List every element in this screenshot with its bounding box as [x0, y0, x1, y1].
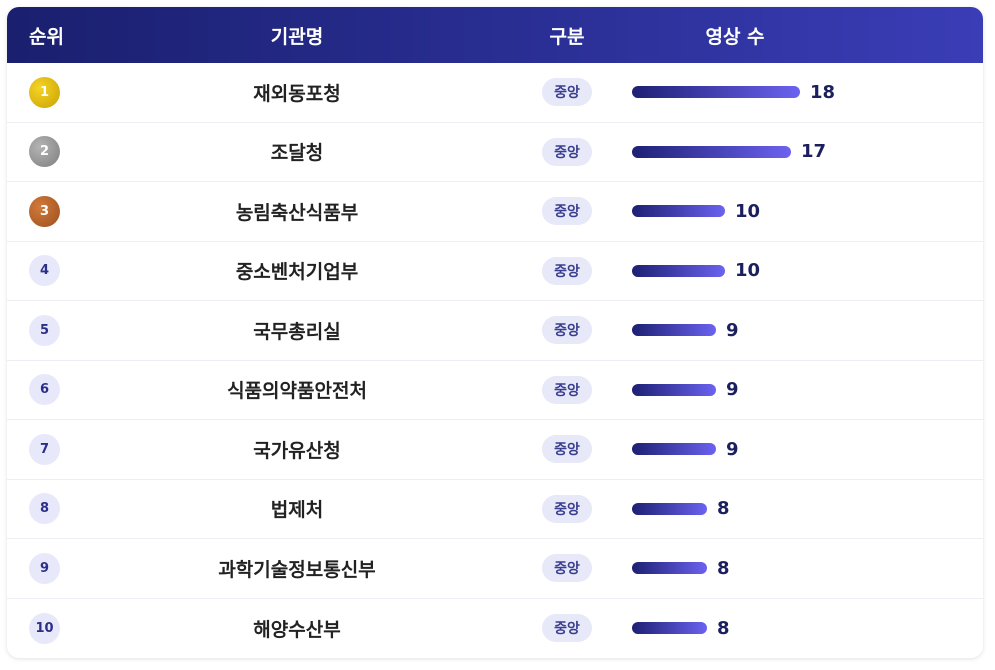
count-bar: [632, 502, 707, 515]
count-bar: [632, 562, 707, 575]
rank-cell: 7: [7, 433, 87, 465]
table-row[interactable]: 8 법제처 중앙 8: [7, 480, 983, 539]
rank-cell: 4: [7, 255, 87, 287]
table-row[interactable]: 2 조달청 중앙 17: [7, 123, 983, 182]
count-cell: 9: [627, 439, 983, 460]
type-badge: 중앙: [542, 197, 592, 226]
type-cell: 중앙: [507, 78, 627, 107]
header-org: 기관명: [270, 25, 324, 48]
count-cell: 10: [627, 260, 983, 281]
count-value: 8: [717, 557, 730, 579]
table-row[interactable]: 5 국무총리실 중앙 9: [7, 301, 983, 361]
count-value: 9: [726, 438, 739, 460]
type-cell: 중앙: [507, 494, 627, 523]
count-bar: [632, 264, 725, 277]
type-cell: 중앙: [507, 197, 627, 226]
count-value: 17: [801, 141, 827, 163]
rank-cell: 8: [7, 493, 87, 525]
rank-badge: 6: [29, 374, 60, 406]
count-value: 8: [717, 498, 730, 520]
rank-badge: 9: [29, 552, 60, 584]
count-bar: [632, 443, 716, 456]
ranking-table: 순위 기관명 구분 영상 수 1 재외동포청 중앙 18 2 조달청 중앙 17 3 농림축산식품…: [7, 7, 983, 658]
count-cell: 9: [627, 379, 983, 400]
count-cell: 8: [627, 618, 983, 639]
type-cell: 중앙: [507, 554, 627, 583]
org-name: 해양수산부: [253, 618, 341, 641]
count-cell: 10: [627, 201, 983, 222]
table-row[interactable]: 6 식품의약품안전처 중앙 9: [7, 361, 983, 420]
org-name: 농림축산식품부: [235, 201, 359, 224]
rank-cell: 3: [7, 195, 87, 227]
rank-cell: 9: [7, 552, 87, 584]
rank-cell: 6: [7, 374, 87, 406]
type-badge: 중앙: [542, 375, 592, 404]
bronze-medal-icon: 3: [29, 195, 60, 227]
count-cell: 9: [627, 320, 983, 341]
header-type: 구분: [549, 25, 585, 48]
count-bar: [632, 205, 725, 218]
count-value: 9: [726, 379, 739, 401]
rank-badge: 7: [29, 433, 60, 465]
type-badge: 중앙: [542, 256, 592, 285]
count-value: 8: [717, 617, 730, 639]
type-badge: 중앙: [542, 435, 592, 464]
type-badge: 중앙: [542, 316, 592, 345]
rank-cell: 10: [7, 612, 87, 644]
type-badge: 중앙: [542, 137, 592, 166]
table-row[interactable]: 7 국가유산청 중앙 9: [7, 420, 983, 480]
rank-badge: 8: [29, 493, 60, 525]
count-value: 9: [726, 319, 739, 341]
table-row[interactable]: 10 해양수산부 중앙 8: [7, 599, 983, 659]
count-bar: [632, 622, 707, 635]
header-count: 영상 수: [705, 25, 765, 48]
org-name: 국가유산청: [253, 439, 341, 462]
count-cell: 17: [627, 141, 983, 162]
count-value: 10: [735, 200, 761, 222]
table-row[interactable]: 9 과학기술정보통신부 중앙 8: [7, 539, 983, 599]
count-bar: [632, 383, 716, 396]
type-cell: 중앙: [507, 375, 627, 404]
type-cell: 중앙: [507, 435, 627, 464]
count-bar: [632, 86, 800, 99]
type-cell: 중앙: [507, 137, 627, 166]
type-badge: 중앙: [542, 554, 592, 583]
count-value: 18: [810, 81, 836, 103]
rank-badge: 4: [29, 255, 60, 287]
rank-badge: 5: [29, 314, 60, 346]
count-cell: 8: [627, 498, 983, 519]
org-name: 법제처: [270, 499, 324, 522]
count-value: 10: [735, 260, 761, 282]
rank-cell: 2: [7, 136, 87, 168]
table-row[interactable]: 3 농림축산식품부 중앙 10: [7, 182, 983, 242]
org-name: 재외동포청: [253, 82, 341, 105]
count-cell: 8: [627, 558, 983, 579]
table-body: 1 재외동포청 중앙 18 2 조달청 중앙 17 3 농림축산식품부 중앙 10 4 중소벤처기업부 중앙…: [7, 63, 983, 658]
rank-badge: 10: [29, 612, 60, 644]
type-badge: 중앙: [542, 614, 592, 643]
count-bar: [632, 145, 791, 158]
org-name: 과학기술정보통신부: [218, 558, 376, 581]
org-name: 국무총리실: [253, 320, 341, 343]
count-cell: 18: [627, 82, 983, 103]
table-row[interactable]: 1 재외동포청 중앙 18: [7, 63, 983, 123]
org-name: 중소벤처기업부: [235, 261, 359, 284]
count-bar: [632, 324, 716, 337]
table-row[interactable]: 4 중소벤처기업부 중앙 10: [7, 242, 983, 301]
gold-medal-icon: 1: [29, 76, 60, 108]
header-rank: 순위: [29, 25, 64, 48]
table-header: 순위 기관명 구분 영상 수: [7, 7, 983, 63]
silver-medal-icon: 2: [29, 136, 60, 168]
type-cell: 중앙: [507, 614, 627, 643]
type-cell: 중앙: [507, 256, 627, 285]
org-name: 식품의약품안전처: [227, 380, 367, 403]
org-name: 조달청: [270, 142, 324, 165]
rank-cell: 1: [7, 76, 87, 108]
type-badge: 중앙: [542, 494, 592, 523]
rank-cell: 5: [7, 314, 87, 346]
type-cell: 중앙: [507, 316, 627, 345]
type-badge: 중앙: [542, 78, 592, 107]
